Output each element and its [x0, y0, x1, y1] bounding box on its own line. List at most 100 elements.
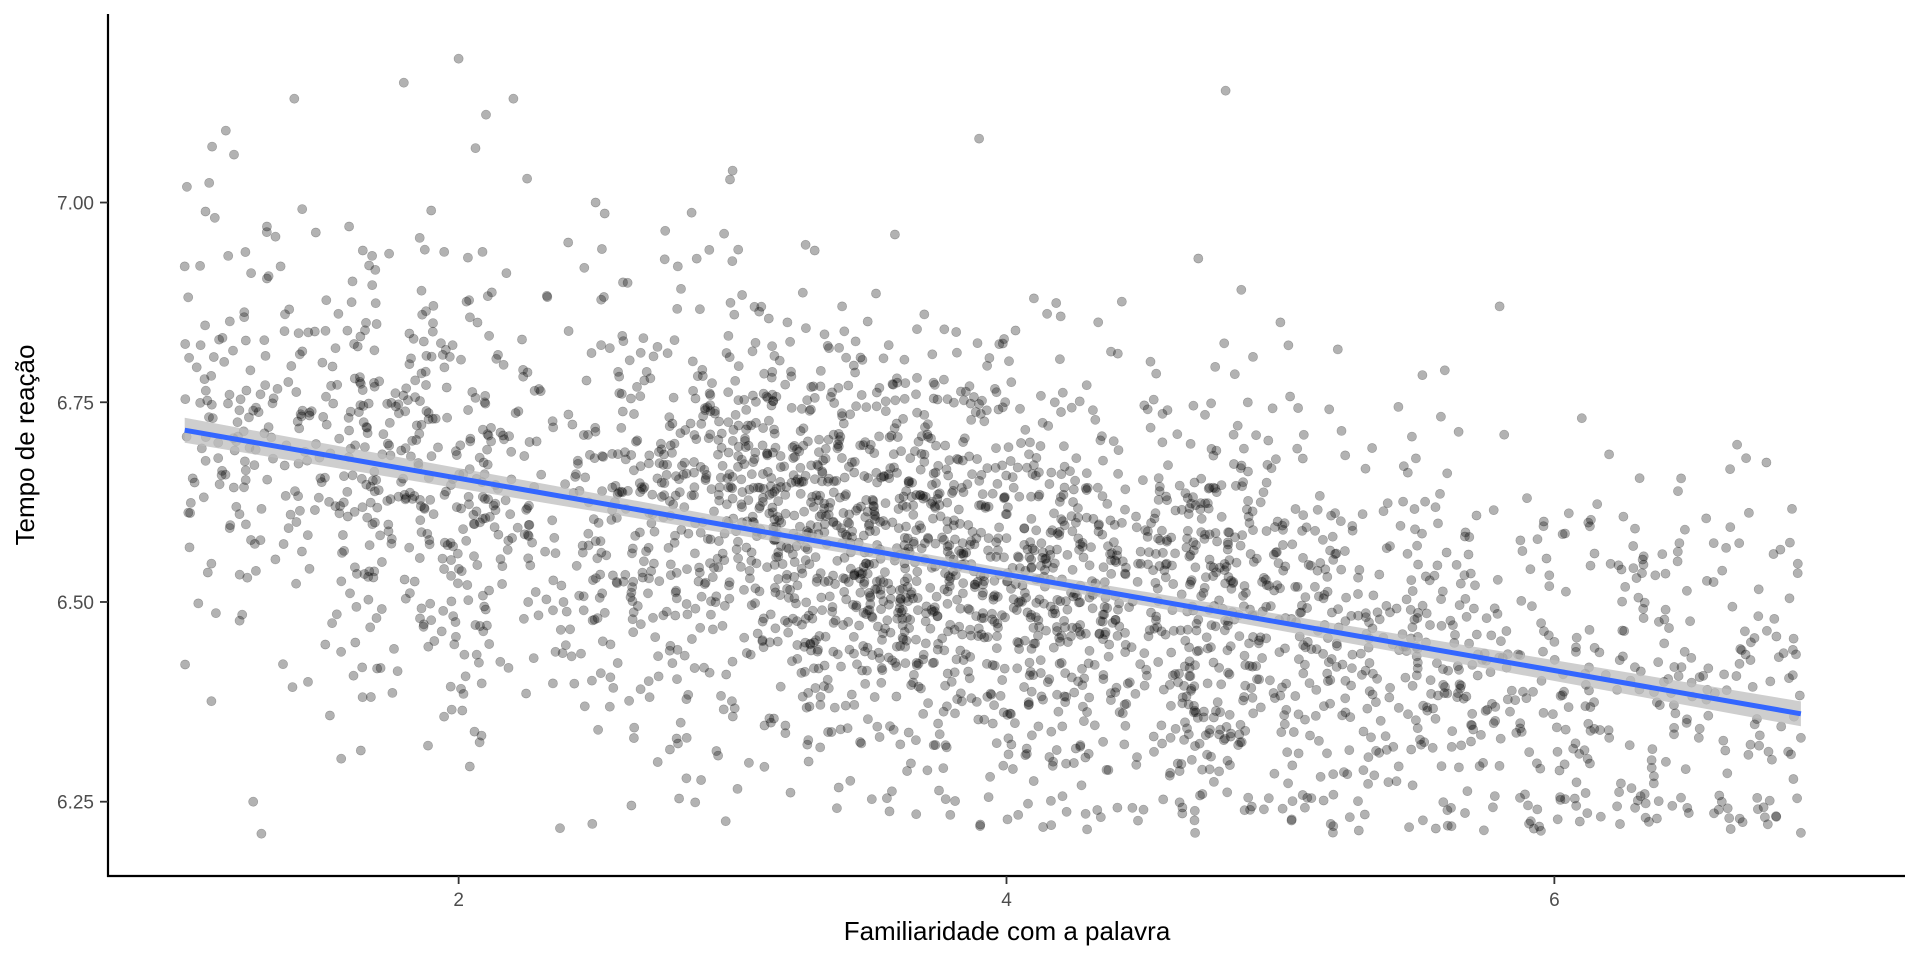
data-point [1143, 559, 1153, 570]
data-point [1048, 756, 1058, 767]
data-point [815, 490, 825, 501]
data-point [239, 307, 250, 318]
data-point [291, 387, 302, 397]
data-point [983, 533, 994, 544]
data-point [1618, 511, 1629, 522]
data-point [751, 396, 761, 407]
data-point [1180, 635, 1191, 646]
data-point [1188, 492, 1198, 502]
data-point [375, 530, 385, 541]
data-point [1053, 706, 1064, 717]
data-point [433, 442, 443, 453]
data-point [696, 591, 707, 602]
data-point [884, 473, 895, 484]
data-point [884, 806, 895, 817]
data-point [705, 390, 716, 400]
data-point [833, 382, 844, 393]
data-point [338, 497, 349, 508]
data-point [1405, 604, 1416, 615]
y-tick-label: 6.25 [57, 793, 94, 814]
data-point [997, 675, 1008, 685]
data-point [819, 329, 830, 340]
data-point [1107, 548, 1117, 558]
data-point [495, 554, 506, 564]
data-point [279, 460, 290, 471]
data-point [1293, 748, 1304, 759]
data-point [781, 573, 792, 584]
data-point [1199, 706, 1209, 717]
data-point [1006, 739, 1017, 750]
data-point [767, 507, 778, 518]
data-point [1008, 764, 1018, 774]
data-point [1020, 635, 1030, 646]
data-point [1109, 537, 1119, 547]
data-point [183, 507, 194, 518]
data-point [683, 528, 694, 539]
data-point [1202, 749, 1212, 760]
data-point [214, 334, 224, 345]
data-point [1347, 649, 1358, 660]
data-point [1380, 731, 1391, 742]
data-point [920, 491, 931, 502]
data-point [1418, 700, 1429, 711]
data-point [829, 702, 840, 713]
data-point [1239, 650, 1250, 661]
data-point [204, 412, 214, 423]
data-point [294, 349, 305, 360]
data-point [658, 459, 669, 470]
data-point [250, 566, 261, 576]
data-point [1722, 768, 1733, 779]
data-point [1320, 564, 1331, 575]
data-point [1385, 541, 1395, 551]
data-point [1188, 545, 1199, 556]
data-point [831, 475, 842, 486]
data-point [733, 553, 743, 564]
data-point [1722, 803, 1733, 814]
data-point [928, 377, 939, 388]
data-point [189, 477, 200, 488]
data-point [1492, 574, 1503, 585]
data-point [733, 451, 744, 461]
data-point [1275, 317, 1286, 328]
data-point [957, 629, 968, 640]
data-point [1278, 540, 1288, 550]
data-point [1008, 482, 1019, 493]
data-point [972, 338, 983, 348]
data-point [721, 348, 732, 358]
data-point [1719, 669, 1729, 680]
data-point [1174, 797, 1185, 808]
data-point [1113, 468, 1123, 479]
data-point [365, 481, 376, 492]
data-point [1195, 790, 1205, 801]
data-point [746, 420, 757, 431]
data-point [513, 406, 524, 417]
data-point [1153, 533, 1163, 544]
data-point [899, 532, 910, 543]
data-point [931, 478, 941, 488]
data-point [943, 571, 954, 582]
data-point [1208, 482, 1219, 493]
data-point [1253, 638, 1264, 649]
data-point [1153, 657, 1164, 667]
data-point [839, 472, 850, 483]
data-point [906, 758, 916, 769]
data-point [1131, 511, 1141, 522]
data-point [886, 430, 897, 441]
data-point [641, 366, 652, 377]
data-point [219, 356, 230, 367]
data-point [1660, 604, 1671, 615]
data-point [1220, 85, 1231, 96]
data-point [1639, 597, 1650, 608]
data-point [817, 466, 827, 477]
data-point [912, 324, 922, 335]
data-point [1302, 603, 1312, 613]
data-point [1464, 532, 1475, 542]
data-point [969, 392, 979, 402]
data-point [1208, 571, 1218, 581]
data-point [595, 536, 606, 547]
data-point [797, 568, 808, 579]
data-point [875, 585, 886, 595]
data-point [828, 517, 839, 528]
data-point [1744, 508, 1754, 518]
data-point [206, 696, 217, 707]
